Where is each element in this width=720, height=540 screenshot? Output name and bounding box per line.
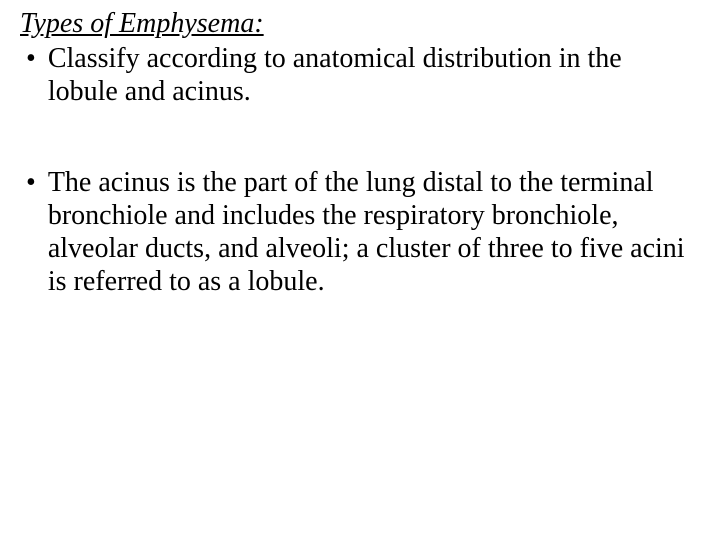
bullet-item: • The acinus is the part of the lung dis… xyxy=(20,166,700,298)
bullet-marker: • xyxy=(26,166,36,200)
bullet-item: • Classify according to anatomical distr… xyxy=(20,42,700,108)
bullet-text: The acinus is the part of the lung dista… xyxy=(48,166,700,298)
bullet-text: Classify according to anatomical distrib… xyxy=(48,42,700,108)
bullet-marker: • xyxy=(26,42,36,76)
slide-heading: Types of Emphysema: xyxy=(20,8,700,40)
